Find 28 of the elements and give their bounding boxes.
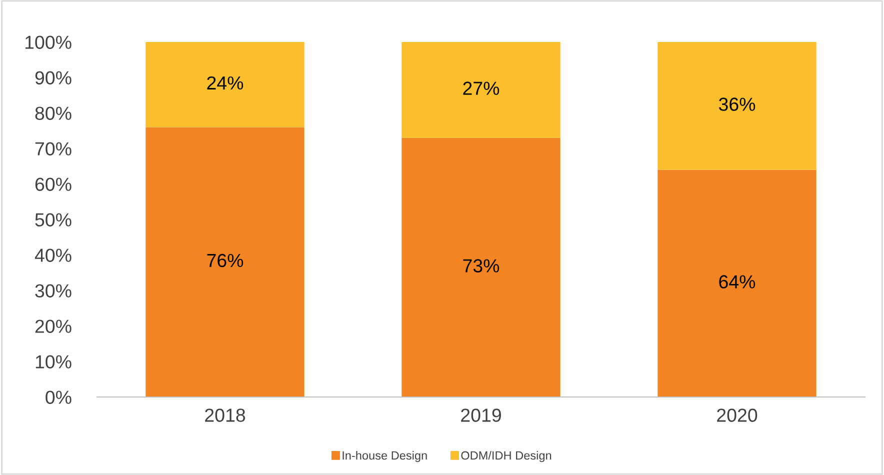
- y-tick-label: 100%: [25, 36, 72, 49]
- x-tick-label: 2019: [461, 408, 501, 422]
- y-tick-label: 40%: [34, 248, 72, 262]
- y-tick-label: 30%: [35, 284, 72, 298]
- bar: [658, 42, 816, 170]
- x-tick-label: 2018: [205, 408, 246, 422]
- x-tick-label: 2020: [717, 408, 758, 422]
- legend-label: ODM/IDH Design: [461, 450, 552, 462]
- data-label: 27%: [463, 82, 500, 95]
- legend-label: In-house Design: [342, 450, 427, 462]
- data-label: 64%: [719, 275, 756, 288]
- y-tick-label: 20%: [35, 320, 72, 333]
- y-tick-label: 70%: [35, 142, 72, 156]
- bar: [146, 42, 304, 128]
- y-tick-label: 90%: [35, 71, 72, 84]
- data-label: 24%: [207, 76, 244, 90]
- y-tick-label: 80%: [35, 106, 72, 120]
- data-label: 36%: [718, 98, 756, 111]
- y-tick-label: 0%: [46, 390, 72, 404]
- bar: [402, 42, 560, 138]
- y-tick-label: 50%: [35, 213, 72, 226]
- data-label: 73%: [463, 259, 500, 272]
- y-tick-label: 10%: [36, 355, 72, 368]
- data-label: 76%: [207, 254, 244, 268]
- y-tick-label: 60%: [35, 178, 72, 191]
- bar: [146, 127, 304, 397]
- bar: [402, 138, 560, 397]
- bar: [658, 170, 816, 397]
